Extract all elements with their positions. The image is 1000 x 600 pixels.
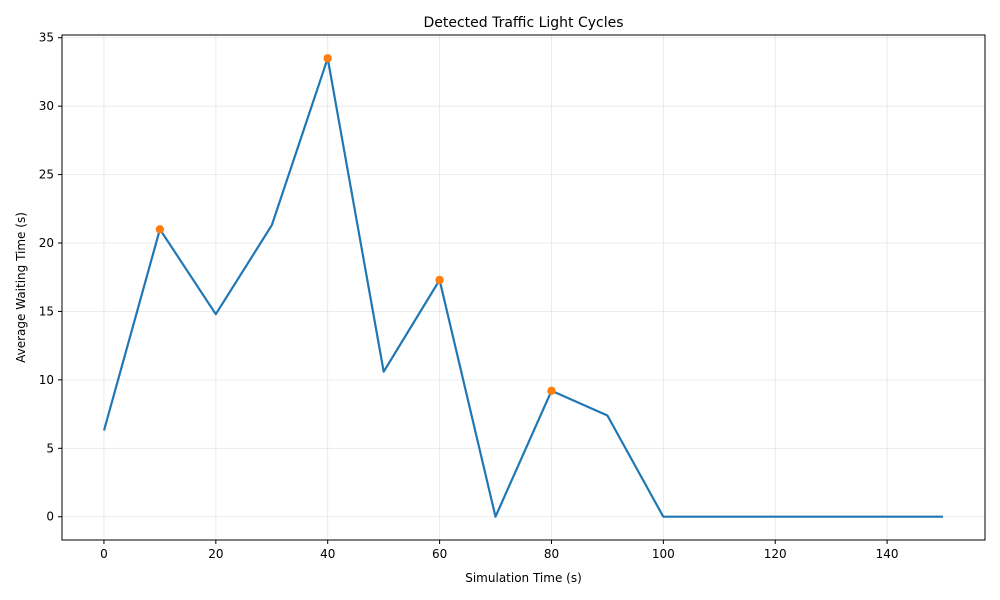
x-tick-label: 20	[208, 547, 223, 561]
series-line	[102, 57, 943, 518]
x-tick-label: 60	[432, 547, 447, 561]
chart-title: Detected Traffic Light Cycles	[423, 15, 623, 31]
y-tick-label: 30	[39, 99, 54, 113]
y-tick-label: 15	[39, 304, 54, 318]
cycle-marker-point	[547, 386, 556, 396]
axis-ticks: 0 20 40 60 80 100 120 140 0 5 10 15 20 25 30 35	[39, 31, 899, 561]
x-tick-label: 100	[652, 547, 675, 561]
x-tick-label: 120	[764, 547, 787, 561]
y-axis-label: Average Waiting Time (s)	[14, 212, 28, 363]
y-tick-label: 5	[46, 441, 54, 455]
y-tick-label: 10	[39, 373, 54, 387]
x-tick-label: 80	[544, 547, 559, 561]
x-tick-label: 0	[100, 547, 108, 561]
cycle-marker-point	[435, 275, 444, 285]
grid	[62, 35, 985, 540]
y-tick-label: 25	[39, 168, 54, 182]
x-tick-label: 140	[876, 547, 899, 561]
x-axis-label: Simulation Time (s)	[465, 571, 582, 585]
x-tick-label: 40	[320, 547, 335, 561]
y-tick-label: 35	[39, 31, 54, 45]
series-layer	[102, 54, 943, 518]
y-tick-label: 0	[46, 510, 54, 524]
cycle-marker-point	[323, 54, 332, 63]
cycle-marker-point	[155, 225, 165, 234]
plot-area-frame	[61, 34, 986, 541]
y-tick-label: 20	[39, 236, 54, 250]
